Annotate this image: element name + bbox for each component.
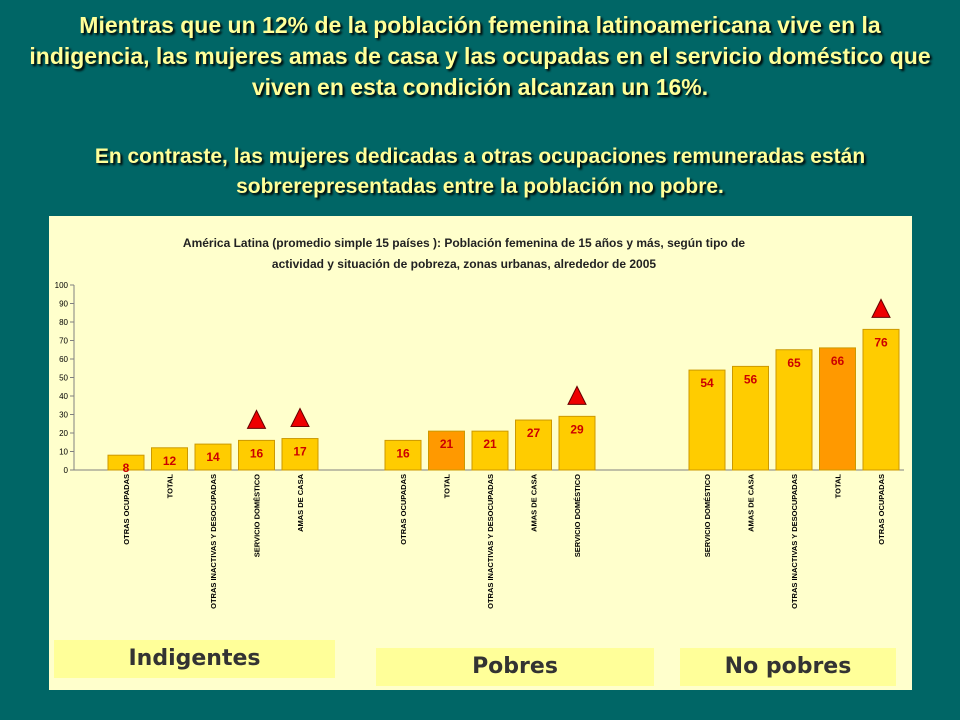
category-label: AMAS DE CASA	[296, 473, 305, 532]
bar	[515, 419, 552, 471]
bar-value-label: 65	[787, 356, 801, 370]
bar-value-label: 12	[163, 454, 177, 468]
category-label: SERVICIO DOMÉSTICO	[253, 474, 262, 557]
bar-value-label: 16	[250, 446, 264, 460]
y-tick-label: 80	[59, 318, 68, 327]
chart-title-line: América Latina (promedio simple 15 paíse…	[183, 236, 745, 250]
bar	[732, 365, 769, 471]
bar-value-label: 16	[396, 446, 410, 460]
category-label: OTRAS OCUPADAS	[399, 474, 408, 545]
bar	[151, 447, 188, 471]
bar-value-label: 54	[700, 376, 714, 390]
bar-value-label: 29	[570, 422, 584, 436]
y-tick-label: 60	[59, 355, 68, 364]
highlight-triangle-marker	[246, 409, 267, 429]
bar-value-label: 56	[744, 372, 758, 386]
bar	[558, 415, 596, 471]
bar	[238, 439, 275, 471]
y-tick-label: 0	[64, 466, 69, 475]
category-label: AMAS DE CASA	[747, 473, 756, 532]
bar	[428, 430, 465, 471]
subheadline: En contraste, las mujeres dedicadas a ot…	[94, 145, 866, 198]
bar	[194, 443, 232, 471]
category-label: SERVICIO DOMÉSTICO	[573, 474, 582, 557]
bar-chart: América Latina (promedio simple 15 paíse…	[55, 236, 904, 609]
headline: Mientras que un 12% de la población feme…	[29, 12, 931, 100]
chart-title-line: actividad y situación de pobreza, zonas …	[272, 257, 656, 271]
bar-value-label: 8	[123, 461, 130, 475]
bar-value-label: 21	[440, 437, 454, 451]
bar	[107, 454, 145, 471]
bar	[775, 349, 813, 471]
y-tick-label: 40	[59, 392, 68, 401]
category-label: OTRAS INACTIVAS Y DESOCUPADAS	[486, 474, 495, 609]
group-label-no-pobres: No pobres	[680, 648, 896, 686]
chart-panel: América Latina (promedio simple 15 paíse…	[49, 216, 912, 690]
category-label: AMAS DE CASA	[530, 473, 539, 532]
group-label-indigentes: Indigentes	[54, 640, 335, 678]
category-label: TOTAL	[443, 474, 452, 499]
category-label: OTRAS INACTIVAS Y DESOCUPADAS	[209, 474, 218, 609]
bar	[471, 430, 509, 471]
bar	[688, 369, 726, 471]
category-label: SERVICIO DOMÉSTICO	[703, 474, 712, 557]
y-tick-label: 90	[59, 300, 68, 309]
bar-value-label: 17	[293, 445, 307, 459]
category-label: TOTAL	[166, 474, 175, 499]
y-tick-label: 50	[59, 374, 68, 383]
highlight-triangle-marker	[290, 407, 310, 428]
category-label: TOTAL	[834, 474, 843, 499]
bar-value-label: 14	[206, 450, 220, 464]
y-tick-label: 30	[59, 411, 68, 420]
y-tick-label: 100	[55, 281, 69, 290]
category-label: OTRAS INACTIVAS Y DESOCUPADAS	[790, 474, 799, 609]
category-label: OTRAS OCUPADAS	[877, 474, 886, 545]
bar	[819, 347, 856, 471]
bar-value-label: 27	[527, 426, 541, 440]
bar	[384, 439, 422, 471]
bar	[281, 438, 319, 471]
bar-value-label: 66	[831, 354, 845, 368]
y-tick-label: 70	[59, 337, 68, 346]
category-label: OTRAS OCUPADAS	[122, 474, 131, 545]
y-tick-label: 20	[59, 429, 68, 438]
bar-value-label: 76	[874, 335, 888, 349]
highlight-triangle-marker	[871, 298, 891, 318]
bar	[862, 328, 900, 471]
group-label-pobres: Pobres	[376, 648, 654, 686]
highlight-triangle-marker	[567, 385, 587, 405]
bar-value-label: 21	[483, 437, 497, 451]
y-tick-label: 10	[59, 448, 68, 457]
